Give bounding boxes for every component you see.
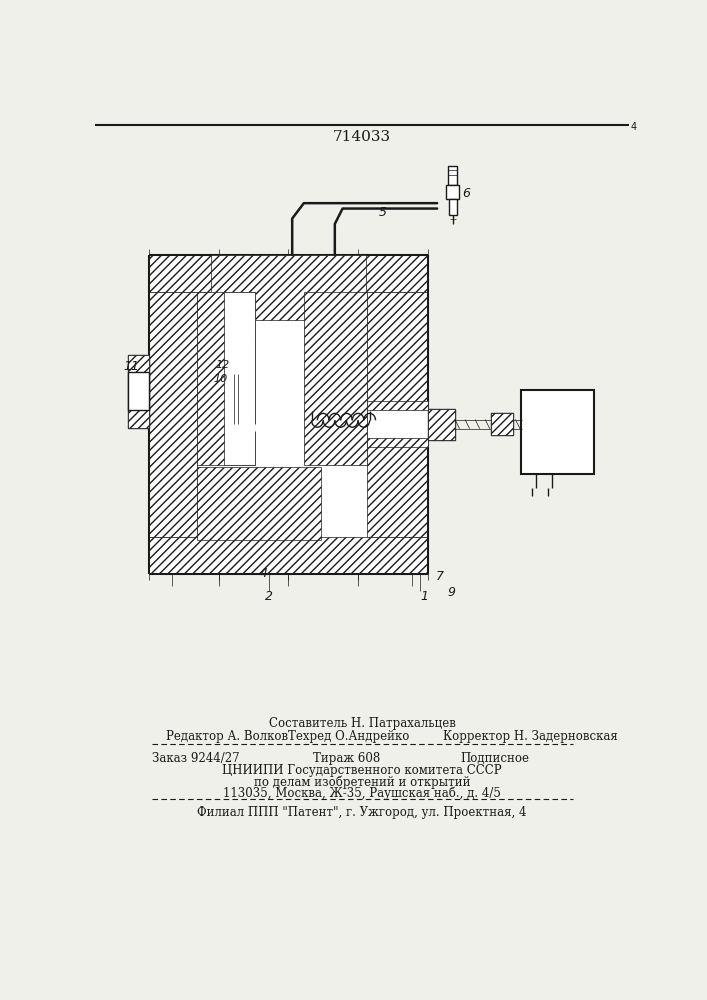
Bar xyxy=(368,292,428,537)
Text: по делам изобретений и открытий: по делам изобретений и открытий xyxy=(254,775,470,789)
Bar xyxy=(149,255,428,292)
Bar xyxy=(368,401,428,447)
Bar xyxy=(491,413,513,435)
Bar xyxy=(449,199,457,215)
Text: Подписное: Подписное xyxy=(460,752,530,765)
Text: 7: 7 xyxy=(436,570,443,583)
Text: 4: 4 xyxy=(259,567,267,580)
Bar xyxy=(428,409,455,440)
Text: 10: 10 xyxy=(214,374,228,384)
Text: 714033: 714033 xyxy=(333,130,391,144)
Bar xyxy=(304,292,368,465)
Bar xyxy=(128,355,149,428)
Bar xyxy=(197,466,321,540)
Text: ЦНИИПИ Государственного комитета СССР: ЦНИИПИ Государственного комитета СССР xyxy=(222,764,502,777)
Bar xyxy=(149,292,197,537)
Text: 113035, Москва, Ж-35, Раушская наб., д. 4/5: 113035, Москва, Ж-35, Раушская наб., д. … xyxy=(223,787,501,800)
Text: Корректор Н. Задерновская: Корректор Н. Задерновская xyxy=(443,730,618,743)
Bar xyxy=(128,372,149,410)
Text: 3: 3 xyxy=(128,375,136,388)
Text: Составитель Н. Патрахальцев: Составитель Н. Патрахальцев xyxy=(269,717,455,730)
Circle shape xyxy=(243,422,256,434)
Bar xyxy=(128,355,149,428)
Text: 9: 9 xyxy=(447,586,455,599)
Text: 12: 12 xyxy=(216,360,230,370)
Bar xyxy=(446,185,459,199)
Bar xyxy=(197,292,255,465)
Bar xyxy=(448,166,457,185)
Text: Заказ 9244/27: Заказ 9244/27 xyxy=(152,752,240,765)
Text: 2: 2 xyxy=(265,590,273,603)
Text: Техред О.Андрейко: Техред О.Андрейко xyxy=(288,730,409,743)
Bar xyxy=(368,410,428,438)
Text: 1: 1 xyxy=(420,590,428,603)
Text: 11: 11 xyxy=(124,360,139,373)
Text: 5: 5 xyxy=(379,206,387,219)
Text: Редактор А. Волков: Редактор А. Волков xyxy=(166,730,288,743)
Bar xyxy=(211,255,366,320)
Text: 8: 8 xyxy=(503,425,512,438)
Bar xyxy=(149,255,428,574)
Bar xyxy=(224,292,255,465)
Bar xyxy=(428,409,455,440)
Text: 4: 4 xyxy=(630,122,636,132)
Text: 6: 6 xyxy=(462,187,470,200)
Bar xyxy=(149,537,428,574)
Text: Тираж 608: Тираж 608 xyxy=(313,752,380,765)
Bar xyxy=(491,413,513,435)
Text: Филиал ППП "Патент", г. Ужгород, ул. Проектная, 4: Филиал ППП "Патент", г. Ужгород, ул. Про… xyxy=(197,806,527,819)
Bar xyxy=(521,389,595,474)
